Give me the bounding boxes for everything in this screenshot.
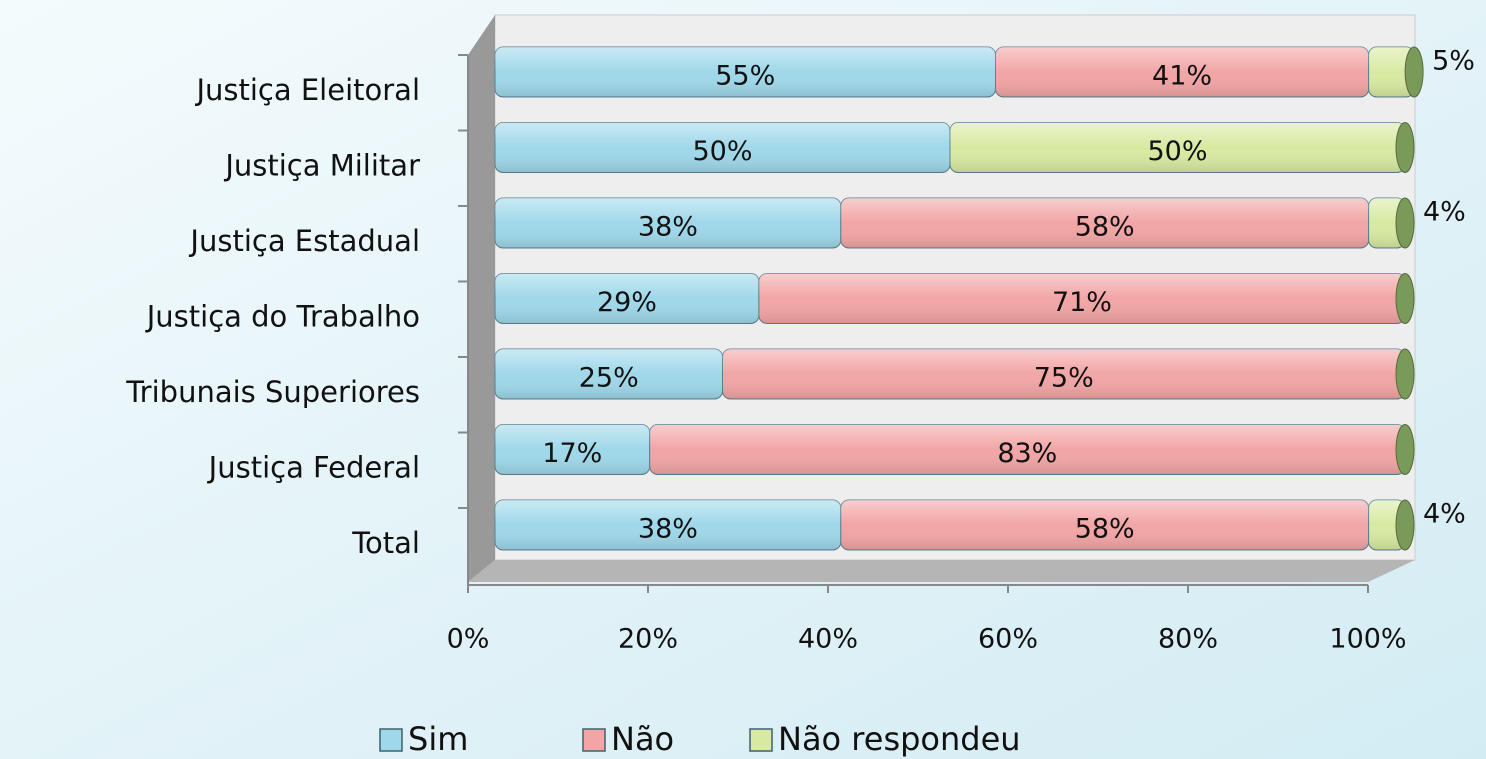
x-tick-label: 40% [798,624,858,655]
bar-shade [495,424,650,475]
bar-end-cap [1395,197,1415,249]
bar-end-cap [1395,499,1415,551]
bar-shade [1368,500,1405,550]
data-label: 50% [1147,136,1207,167]
bar-end-cap [1395,122,1415,173]
data-label: 58% [1075,514,1135,545]
bar-end-cap [1395,424,1415,475]
data-label: 17% [542,438,602,469]
bar-shade [495,47,996,97]
data-label: 71% [1052,287,1112,318]
bar-shade [495,500,841,550]
bar-shade [495,273,759,324]
y-tick-label: Total [351,526,420,560]
y-tick-label: Justiça Federal [207,451,420,485]
x-tick-label: 20% [618,624,678,655]
legend-label: Sim [408,720,468,758]
y-tick-label: Justiça Estadual [188,224,420,258]
data-label: 4% [1423,499,1466,530]
bar-shade [840,198,1369,248]
data-label: 83% [997,438,1057,469]
legend-label: Não [611,720,674,758]
data-label: 75% [1034,363,1094,394]
data-label: 25% [579,363,639,394]
bar-end-cap [1395,273,1415,324]
x-tick-label: 60% [978,624,1038,655]
x-tick-label: 0% [447,624,490,655]
x-tick-label: 80% [1158,624,1218,655]
legend-swatch [749,728,773,752]
bar-shade [1368,47,1415,97]
bar-end-cap [1404,46,1424,98]
side-wall [468,15,495,582]
data-label: 29% [597,287,657,318]
bar-shade [649,424,1405,475]
data-label: 50% [692,136,752,167]
data-label: 55% [715,61,775,92]
data-label: 38% [638,514,698,545]
data-label: 5% [1432,46,1475,77]
bar-shade [840,500,1369,550]
bar-shade [495,198,841,248]
bar-shade [1368,198,1405,248]
data-label: 38% [638,212,698,243]
legend-swatch [582,728,606,752]
y-tick-label: Justiça do Trabalho [145,300,420,334]
data-label: 58% [1075,212,1135,243]
data-label: 4% [1423,197,1466,228]
legend-swatch [379,728,403,752]
floor [468,560,1415,582]
legend-label: Não respondeu [778,720,1021,758]
y-tick-label: Tribunais Superiores [125,375,420,409]
bar-end-cap [1395,348,1415,400]
bar-shade [495,122,950,173]
bar-shade [950,122,1405,173]
bar-shade [995,47,1369,97]
bar-shade [495,349,723,399]
y-tick-label: Justiça Militar [223,149,420,183]
x-tick-label: 100% [1329,624,1406,655]
bar-shade [722,349,1405,399]
bar-shade [758,273,1405,324]
data-label: 41% [1152,61,1212,92]
y-tick-label: Justiça Eleitoral [194,73,420,107]
